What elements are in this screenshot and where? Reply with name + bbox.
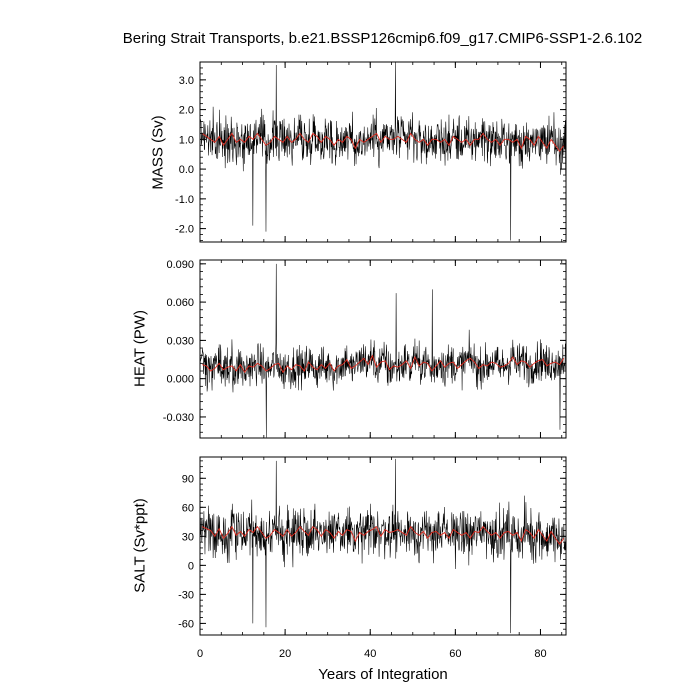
panel-frame-salt: [199, 456, 567, 636]
y-tick-label-heat: 0.060: [166, 297, 194, 309]
series-monthly-salt: [200, 458, 566, 634]
y-tick-label-mass: -2.0: [175, 224, 194, 236]
x-axis-label: Years of Integration: [318, 666, 448, 683]
panel-heat: -0.030 0.000 0.030 0.060 0.090: [163, 259, 567, 439]
y-tick-label-heat: 0.090: [166, 259, 194, 271]
panel-frame-heat: [199, 259, 567, 439]
series-monthly-heat: [200, 263, 566, 438]
panel-frame-mass: [199, 61, 567, 243]
x-tick-label: 20: [279, 648, 291, 660]
y-tick-label-salt: 0: [188, 560, 194, 572]
y-tick-label-heat: 0.030: [166, 335, 194, 347]
y-tick-label-mass: 1.0: [179, 134, 194, 146]
series-monthly-mass: [200, 62, 566, 241]
y-tick-label-salt: 60: [182, 502, 194, 514]
panel-mass: -2.0 -1.0 0.0 1.0 2.0 3.0: [175, 61, 567, 243]
series-annual-heat: [202, 354, 565, 374]
y-tick-label-mass: -1.0: [175, 194, 194, 206]
series-annual-mass: [201, 132, 565, 153]
x-tick-label: 80: [534, 648, 546, 660]
y-tick-label-salt: -60: [178, 618, 194, 630]
y-tick-label-salt: 30: [182, 531, 194, 543]
x-tick-label: 40: [364, 648, 376, 660]
y-tick-label-mass: 0.0: [179, 164, 194, 176]
chart-title: Bering Strait Transports, b.e21.BSSP126c…: [122, 30, 643, 47]
y-tick-label-mass: 3.0: [179, 75, 194, 87]
y-tick-label-heat: -0.030: [163, 412, 194, 424]
y-tick-label-mass: 2.0: [179, 105, 194, 117]
series-annual-salt: [201, 525, 565, 545]
y-tick-label-salt: -30: [178, 589, 194, 601]
y-tick-label-salt: 90: [182, 473, 194, 485]
x-tick-label: 0: [197, 648, 203, 660]
y-tick-label-heat: 0.000: [166, 374, 194, 386]
panel-salt: -60 -30 0 30 60 90 0 20 40 60 80: [178, 456, 567, 660]
x-tick-label: 60: [449, 648, 461, 660]
